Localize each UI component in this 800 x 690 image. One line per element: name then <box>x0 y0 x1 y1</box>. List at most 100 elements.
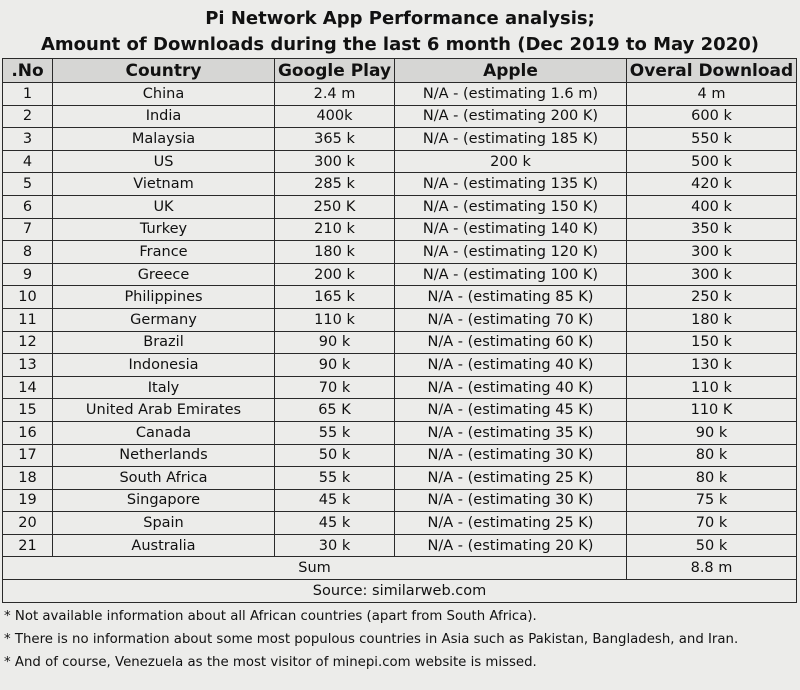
cell-country: Singapore <box>52 488 275 513</box>
cell-no: 20 <box>2 511 53 535</box>
cell-apple: N/A - (estimating 140 K) <box>394 217 627 242</box>
cell-google-play: 200 k <box>274 262 395 287</box>
cell-overall-download: 550 k <box>626 127 797 151</box>
cell-apple: N/A - (estimating 20 K) <box>394 533 627 558</box>
header-overall-download: Overal Download <box>626 58 797 83</box>
cell-google-play: 285 k <box>274 172 395 196</box>
header-apple: Apple <box>394 58 627 83</box>
cell-apple: N/A - (estimating 85 K) <box>394 285 627 309</box>
cell-no: 8 <box>2 240 53 264</box>
cell-google-play: 55 k <box>274 420 395 445</box>
cell-google-play: 45 k <box>274 488 395 513</box>
cell-apple: N/A - (estimating 30 K) <box>394 488 627 513</box>
cell-country: Canada <box>52 420 275 445</box>
cell-apple: N/A - (estimating 1.6 m) <box>394 82 627 106</box>
downloads-table: .No Country Google Play Apple Overal Dow… <box>2 58 797 604</box>
cell-overall-download: 400 k <box>626 194 797 219</box>
table-header-row: .No Country Google Play Apple Overal Dow… <box>2 58 797 83</box>
cell-apple: N/A - (estimating 25 K) <box>394 466 627 490</box>
cell-overall-download: 70 k <box>626 511 797 535</box>
title-line-2: Amount of Downloads during the last 6 mo… <box>41 34 759 55</box>
cell-google-play: 55 k <box>274 466 395 490</box>
table-row: 4 US 300 k 200 k 500 k <box>2 149 797 174</box>
table-row: 7 Turkey 210 k N/A - (estimating 140 K) 350 … <box>2 217 797 242</box>
cell-no: 18 <box>2 466 53 490</box>
cell-overall-download: 600 k <box>626 104 797 129</box>
cell-country: Germany <box>52 307 275 332</box>
cell-no: 2 <box>2 104 53 129</box>
cell-overall-download: 50 k <box>626 533 797 558</box>
cell-no: 14 <box>2 375 53 400</box>
table-row: 10 Philippines 165 k N/A - (estimating 85 K… <box>2 285 797 309</box>
cell-google-play: 65 K <box>274 398 395 422</box>
cell-no: 15 <box>2 398 53 422</box>
cell-country: Australia <box>52 533 275 558</box>
table-row: 13 Indonesia 90 k N/A - (estimating 40 K) 13… <box>2 353 797 377</box>
cell-google-play: 250 K <box>274 194 395 219</box>
cell-country: US <box>52 149 275 174</box>
cell-country: Vietnam <box>52 172 275 196</box>
cell-apple: N/A - (estimating 100 K) <box>394 262 627 287</box>
cell-no: 16 <box>2 420 53 445</box>
cell-no: 11 <box>2 307 53 332</box>
document-title: Pi Network App Performance analysis; Amo… <box>0 0 800 58</box>
cell-country: Greece <box>52 262 275 287</box>
cell-overall-download: 110 k <box>626 375 797 400</box>
table-row: 19 Singapore 45 k N/A - (estimating 30 K) 75… <box>2 488 797 513</box>
cell-no: 19 <box>2 488 53 513</box>
table-row: 12 Brazil 90 k N/A - (estimating 60 K) 150 k <box>2 330 797 355</box>
cell-no: 7 <box>2 217 53 242</box>
cell-no: 21 <box>2 533 53 558</box>
table-row: 20 Spain 45 k N/A - (estimating 25 K) 70 k <box>2 511 797 535</box>
cell-overall-download: 300 k <box>626 240 797 264</box>
source-text: Source: similarweb.com <box>2 579 797 604</box>
cell-google-play: 400k <box>274 104 395 129</box>
cell-overall-download: 110 K <box>626 398 797 422</box>
cell-apple: N/A - (estimating 200 K) <box>394 104 627 129</box>
cell-country: Malaysia <box>52 127 275 151</box>
header-google-play: Google Play <box>274 58 395 83</box>
sum-row: Sum 8.8 m <box>2 556 797 581</box>
cell-google-play: 2.4 m <box>274 82 395 106</box>
cell-no: 5 <box>2 172 53 196</box>
cell-country: Brazil <box>52 330 275 355</box>
cell-google-play: 50 k <box>274 443 395 468</box>
sum-value: 8.8 m <box>626 556 797 581</box>
cell-overall-download: 250 k <box>626 285 797 309</box>
header-country: Country <box>52 58 275 83</box>
cell-overall-download: 300 k <box>626 262 797 287</box>
cell-country: France <box>52 240 275 264</box>
cell-google-play: 70 k <box>274 375 395 400</box>
cell-apple: N/A - (estimating 40 K) <box>394 353 627 377</box>
cell-no: 13 <box>2 353 53 377</box>
cell-overall-download: 180 k <box>626 307 797 332</box>
header-no: .No <box>2 58 53 83</box>
cell-no: 9 <box>2 262 53 287</box>
cell-google-play: 30 k <box>274 533 395 558</box>
cell-country: United Arab Emirates <box>52 398 275 422</box>
cell-overall-download: 130 k <box>626 353 797 377</box>
cell-google-play: 90 k <box>274 353 395 377</box>
cell-google-play: 365 k <box>274 127 395 151</box>
cell-apple: N/A - (estimating 135 K) <box>394 172 627 196</box>
cell-overall-download: 420 k <box>626 172 797 196</box>
cell-apple: N/A - (estimating 30 K) <box>394 443 627 468</box>
cell-no: 17 <box>2 443 53 468</box>
cell-overall-download: 4 m <box>626 82 797 106</box>
table-row: 18 South Africa 55 k N/A - (estimating 25 K… <box>2 466 797 490</box>
cell-overall-download: 90 k <box>626 420 797 445</box>
cell-apple: N/A - (estimating 120 K) <box>394 240 627 264</box>
cell-apple: N/A - (estimating 60 K) <box>394 330 627 355</box>
table-row: 15 United Arab Emirates 65 K N/A - (estimat… <box>2 398 797 422</box>
cell-overall-download: 75 k <box>626 488 797 513</box>
cell-country: Netherlands <box>52 443 275 468</box>
footnote: * There is no information about some mos… <box>4 632 739 648</box>
cell-no: 1 <box>2 82 53 106</box>
table-row: 1 China 2.4 m N/A - (estimating 1.6 m) 4 m <box>2 82 797 106</box>
table-row: 11 Germany 110 k N/A - (estimating 70 K) 180… <box>2 307 797 332</box>
cell-country: Spain <box>52 511 275 535</box>
table-row: 6 UK 250 K N/A - (estimating 150 K) 400 k <box>2 194 797 219</box>
cell-apple: N/A - (estimating 70 K) <box>394 307 627 332</box>
sum-label: Sum <box>2 556 627 581</box>
